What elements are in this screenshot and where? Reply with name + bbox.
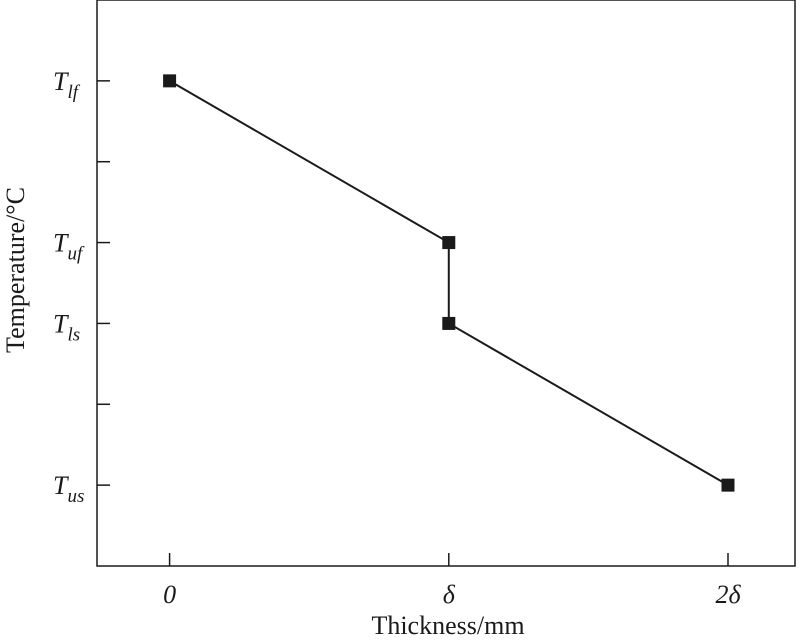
x-tick-label: 0 [163, 580, 176, 609]
y-tick-label: Tls [53, 309, 80, 345]
y-tick-label: Tlf [53, 67, 81, 103]
marker [442, 236, 456, 250]
y-tick-label: Tuf [53, 229, 85, 265]
y-tick-label: Tus [53, 471, 84, 507]
y-tick-label-main: T [53, 471, 69, 500]
marker [163, 74, 177, 88]
x-axis-label: Thickness/mm [371, 611, 524, 640]
y-tick-label-subscript: uf [67, 244, 85, 265]
y-tick-label-subscript: lf [67, 82, 80, 103]
y-tick-label-subscript: ls [67, 324, 80, 345]
line [169, 79, 729, 487]
y-tick-label-subscript: us [67, 486, 84, 507]
marker [721, 478, 735, 492]
plot-frame [96, 0, 796, 567]
x-tick-label: δ [443, 580, 456, 609]
y-tick-label-main: T [53, 229, 69, 258]
marker [442, 316, 456, 330]
y-axis-label: Temperature/°C [1, 187, 30, 353]
y-tick-label-main: T [53, 309, 69, 338]
x-tick-label: 2δ [715, 580, 741, 609]
y-tick-label-main: T [53, 67, 69, 96]
